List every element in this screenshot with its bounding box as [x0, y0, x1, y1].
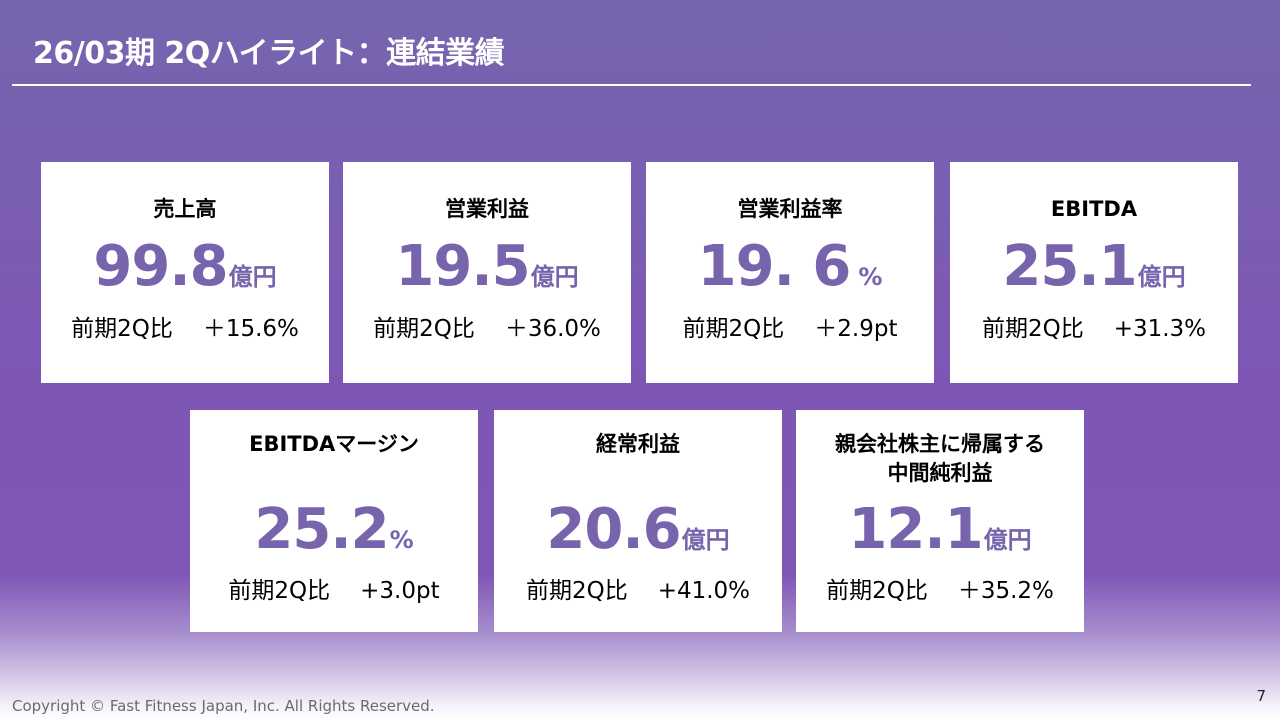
compare-label: 前期2Q比	[826, 578, 928, 604]
card-comparison: 前期2Q比 ＋35.2%	[796, 577, 1084, 605]
card-label: 営業利益率	[737, 197, 843, 221]
compare-label: 前期2Q比	[71, 316, 173, 342]
value-unit: 億円	[228, 263, 277, 291]
card-label: 営業利益	[445, 197, 529, 221]
card-revenue: 売上高 99.8億円 前期2Q比 ＋15.6%	[41, 162, 329, 383]
card-value: 19.5億円	[343, 237, 631, 297]
card-label: 親会社株主に帰属する 中間純利益	[796, 430, 1084, 488]
card-value: 25.2%	[190, 500, 478, 560]
card-value: 12.1億円	[796, 500, 1084, 560]
compare-change: ＋35.2%	[957, 578, 1054, 604]
compare-label: 前期2Q比	[682, 316, 785, 342]
compare-label: 前期2Q比	[525, 578, 628, 604]
card-comparison: 前期2Q比 ＋36.0%	[343, 315, 631, 343]
value-unit: 億円	[530, 263, 579, 291]
card-comparison: 前期2Q比 ＋15.6%	[41, 315, 329, 343]
value-unit: 億円	[983, 526, 1032, 554]
page-title: 26/03期 2Qハイライト：連結業績	[33, 36, 505, 71]
card-comparison: 前期2Q比 +31.3%	[950, 315, 1238, 343]
value-unit: %	[858, 263, 883, 291]
compare-change: ＋15.6%	[202, 316, 299, 342]
card-operating-profit: 営業利益 19.5億円 前期2Q比 ＋36.0%	[343, 162, 631, 383]
card-label: 売上高	[153, 197, 217, 221]
page-number: 7	[1256, 687, 1266, 705]
compare-label: 前期2Q比	[981, 316, 1084, 342]
card-ordinary-profit: 経常利益 20.6億円 前期2Q比 +41.0%	[494, 410, 782, 632]
card-net-income: 親会社株主に帰属する 中間純利益 12.1億円 前期2Q比 ＋35.2%	[796, 410, 1084, 632]
card-value: 99.8億円	[41, 237, 329, 297]
compare-change: +31.3%	[1113, 316, 1207, 342]
value-number: 25.1	[1002, 234, 1137, 299]
value-number: 25.2	[254, 497, 389, 562]
compare-label: 前期2Q比	[373, 316, 475, 342]
value-number: 99.8	[93, 234, 228, 299]
card-comparison: 前期2Q比 +41.0%	[494, 577, 782, 605]
value-number: 20.6	[546, 497, 681, 562]
compare-change: ＋2.9pt	[814, 316, 898, 342]
card-label: 経常利益	[596, 432, 680, 456]
card-ebitda: EBITDA 25.1億円 前期2Q比 +31.3%	[950, 162, 1238, 383]
value-number: 12.1	[848, 497, 983, 562]
card-value: 25.1億円	[950, 237, 1238, 297]
card-comparison: 前期2Q比 ＋2.9pt	[646, 315, 934, 343]
copyright-text: Copyright © Fast Fitness Japan, Inc. All…	[12, 697, 435, 715]
compare-change: ＋36.0%	[504, 316, 601, 342]
value-unit: %	[389, 526, 414, 554]
value-number: 19.5	[395, 234, 530, 299]
compare-change: +41.0%	[657, 578, 751, 604]
value-unit: 億円	[681, 526, 730, 554]
compare-change: +3.0pt	[360, 578, 440, 604]
compare-label: 前期2Q比	[228, 578, 331, 604]
value-number: 19. 6	[697, 234, 852, 299]
card-comparison: 前期2Q比 +3.0pt	[190, 577, 478, 605]
card-operating-margin: 営業利益率 19. 6% 前期2Q比 ＋2.9pt	[646, 162, 934, 383]
card-label-line2: 中間純利益	[887, 461, 993, 485]
card-ebitda-margin: EBITDAマージン 25.2% 前期2Q比 +3.0pt	[190, 410, 478, 632]
card-value: 20.6億円	[494, 500, 782, 560]
card-label-line1: 親会社株主に帰属する	[835, 432, 1045, 456]
card-label: EBITDA	[1050, 197, 1138, 221]
value-unit: 億円	[1137, 263, 1186, 291]
card-label: EBITDAマージン	[249, 432, 419, 456]
card-value: 19. 6%	[646, 237, 934, 297]
title-divider	[12, 84, 1251, 86]
